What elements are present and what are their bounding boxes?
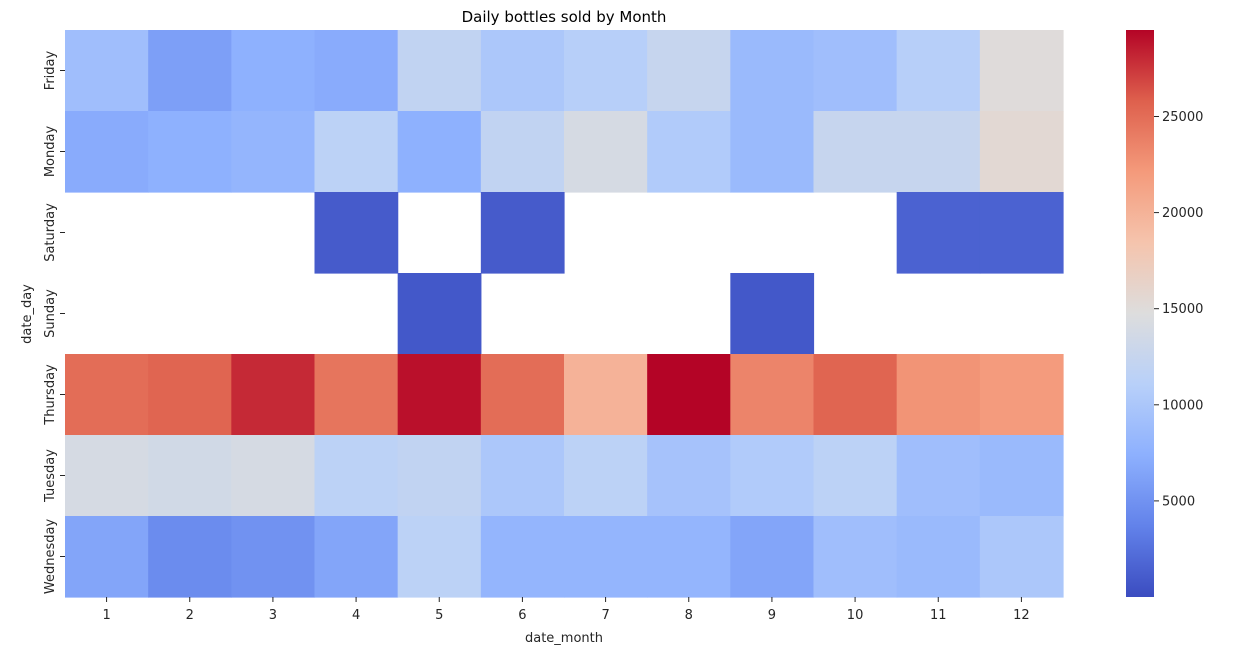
heatmap-cell-monday-2: [148, 111, 232, 193]
x-axis-ticks: 1 2 3 4 5 6 7 8 9 10 11 12: [102, 597, 1030, 623]
heatmap-cell-wednesday-11: [896, 516, 981, 598]
heatmap-cell-monday-6: [480, 111, 565, 193]
heatmap-cell-sunday-9: [730, 273, 815, 355]
x-tick-label: 12: [1013, 608, 1030, 623]
heatmap-cell-tuesday-4: [314, 435, 399, 517]
heatmap-cell-tuesday-3: [231, 435, 316, 517]
x-tick-label: 5: [435, 608, 443, 623]
colorbar-tick-label: 5000: [1162, 494, 1195, 509]
x-tick-label: 2: [186, 608, 194, 623]
heatmap-cell-saturday-4: [314, 192, 399, 274]
heatmap-cell-saturday-12: [979, 192, 1064, 274]
heatmap-cell-monday-12: [979, 111, 1064, 193]
heatmap-cell-tuesday-5: [397, 435, 482, 517]
heatmap-cell-thursday-5: [397, 354, 482, 436]
heatmap-cell-tuesday-7: [564, 435, 648, 517]
x-tick-label: 7: [601, 608, 609, 623]
heatmap-cell-thursday-12: [979, 354, 1064, 436]
heatmap-cell-friday-9: [730, 30, 815, 112]
y-tick-label: Saturday: [43, 203, 58, 262]
heatmap-cell-sunday-5: [397, 273, 482, 355]
heatmap-cell-tuesday-6: [480, 435, 565, 517]
x-tick-label: 4: [352, 608, 360, 623]
heatmap-cell-wednesday-2: [148, 516, 232, 598]
colorbar-tick-label: 20000: [1162, 206, 1203, 221]
heatmap-cell-monday-4: [314, 111, 399, 193]
heatmap-cell-friday-8: [647, 30, 731, 112]
heatmap-cell-saturday-11: [896, 192, 981, 274]
x-tick-label: 6: [518, 608, 526, 623]
heatmap-cell-thursday-9: [730, 354, 815, 436]
heatmap-cell-thursday-8: [647, 354, 731, 436]
heatmap-cell-wednesday-5: [397, 516, 482, 598]
heatmap-cell-tuesday-12: [979, 435, 1064, 517]
y-tick-label: Wednesday: [43, 519, 58, 595]
x-tick-label: 3: [269, 608, 277, 623]
heatmap-cell-tuesday-1: [65, 435, 149, 517]
heatmap-cell-thursday-3: [231, 354, 316, 436]
heatmap-cell-friday-12: [979, 30, 1064, 112]
x-tick-label: 1: [102, 608, 110, 623]
colorbar-ticks: 5000 10000 15000 20000 25000: [1154, 110, 1203, 509]
y-tick-label: Tuesday: [43, 449, 58, 503]
y-tick-label: Friday: [43, 50, 58, 90]
heatmap-cell-wednesday-3: [231, 516, 316, 598]
y-tick-label: Thursday: [43, 364, 58, 426]
heatmap-cell-wednesday-12: [979, 516, 1064, 598]
y-axis-title: date_day: [20, 284, 35, 344]
heatmap-cell-monday-11: [896, 111, 981, 193]
heatmap-cell-friday-7: [564, 30, 648, 112]
heatmap-cell-thursday-10: [813, 354, 898, 436]
heatmap-cell-tuesday-9: [730, 435, 815, 517]
heatmap-cell-wednesday-4: [314, 516, 399, 598]
heatmap-cell-friday-11: [896, 30, 981, 112]
x-tick-label: 9: [768, 608, 776, 623]
heatmap-cells: [65, 30, 1064, 598]
heatmap-cell-monday-3: [231, 111, 316, 193]
colorbar-tick-label: 25000: [1162, 110, 1203, 125]
y-tick-label: Sunday: [43, 289, 58, 338]
chart-title: Daily bottles sold by Month: [462, 8, 667, 26]
heatmap-cell-thursday-2: [148, 354, 232, 436]
heatmap-cell-thursday-4: [314, 354, 399, 436]
heatmap-cell-tuesday-2: [148, 435, 232, 517]
x-tick-label: 11: [930, 608, 947, 623]
colorbar: [1126, 30, 1154, 597]
heatmap-cell-tuesday-10: [813, 435, 898, 517]
heatmap-cell-wednesday-8: [647, 516, 731, 598]
heatmap-cell-monday-9: [730, 111, 815, 193]
heatmap-cell-wednesday-9: [730, 516, 815, 598]
heatmap-cell-monday-7: [564, 111, 648, 193]
heatmap-cell-thursday-11: [896, 354, 981, 436]
heatmap-cell-monday-5: [397, 111, 482, 193]
colorbar-tick-label: 15000: [1162, 302, 1203, 317]
heatmap-cell-friday-10: [813, 30, 898, 112]
x-tick-label: 10: [847, 608, 864, 623]
heatmap-cell-friday-1: [65, 30, 149, 112]
heatmap-cell-thursday-1: [65, 354, 149, 436]
heatmap-cell-friday-3: [231, 30, 316, 112]
y-tick-label: Monday: [43, 126, 58, 178]
heatmap-cell-wednesday-7: [564, 516, 648, 598]
x-tick-label: 8: [685, 608, 693, 623]
heatmap-cell-friday-5: [397, 30, 482, 112]
heatmap-cell-friday-2: [148, 30, 232, 112]
heatmap-cell-friday-4: [314, 30, 399, 112]
heatmap-cell-thursday-6: [480, 354, 565, 436]
x-axis-title: date_month: [525, 631, 603, 646]
heatmap-cell-friday-6: [480, 30, 565, 112]
heatmap-cell-monday-8: [647, 111, 731, 193]
heatmap-cell-thursday-7: [564, 354, 648, 436]
heatmap-cell-monday-1: [65, 111, 149, 193]
heatmap-cell-tuesday-8: [647, 435, 731, 517]
heatmap-cell-saturday-6: [480, 192, 565, 274]
colorbar-tick-label: 10000: [1162, 398, 1203, 413]
heatmap-cell-monday-10: [813, 111, 898, 193]
y-axis-ticks: Friday Monday Saturday Sunday Thursday Tuesda…: [43, 50, 65, 594]
heatmap-cell-wednesday-10: [813, 516, 898, 598]
heatmap-cell-wednesday-1: [65, 516, 149, 598]
heatmap-cell-wednesday-6: [480, 516, 565, 598]
heatmap-cell-tuesday-11: [896, 435, 981, 517]
